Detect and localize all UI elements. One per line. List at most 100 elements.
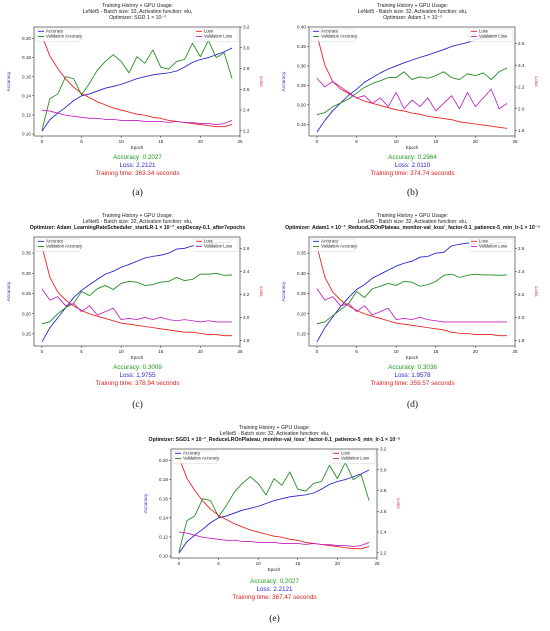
y-tick-label: 0.30 — [22, 271, 31, 276]
chart-title-line-3: Optimizer: Adam_LearningRateScheduler_st… — [29, 225, 246, 231]
x-tick-label: 10 — [394, 349, 400, 354]
chart-plot-d: 0 5 10 15 20 25 Epoch 0.15 0.20 0.25 0.30 0.35 Accur… — [281, 236, 539, 360]
y-axis-label: Accuracy — [281, 281, 287, 301]
panel-e: Training History + GPU Usage: LeNet5 - B… — [137, 422, 412, 631]
x-tick-label: 5 — [80, 139, 83, 144]
legend-label: Validation Loss — [479, 34, 507, 39]
accuracy-value: Accuracy: 0.2027 — [250, 578, 299, 585]
loss-value: Loss: 2.2121 — [256, 586, 293, 593]
series-line-validation-loss — [316, 77, 508, 112]
accuracy-value: Accuracy: 0.2027 — [113, 154, 162, 161]
y-tick-label: 0.30 — [297, 271, 306, 276]
caption-a: (a) — [132, 188, 143, 198]
accuracy-value: Accuracy: 0.3036 — [388, 364, 437, 371]
legend-label: Validation Loss — [479, 244, 507, 249]
chart-title-line-1: Training History + GPU Usage: — [101, 3, 174, 9]
chart-plot-c: 0 5 10 15 20 25 Epoch 0.15 0.20 0.25 0.30 0.35 Accur… — [6, 236, 264, 360]
y-tick-label: 0.25 — [22, 291, 31, 296]
y2-tick-label: 3.0 — [243, 45, 250, 50]
legend-label: Validation Loss — [341, 456, 369, 461]
series-line-validation-accuracy — [178, 461, 370, 553]
x-axis-label: Epoch — [406, 145, 419, 150]
series-line-loss — [41, 246, 233, 337]
plot-frame — [308, 26, 516, 137]
y-tick-label: 0.40 — [297, 25, 306, 30]
legend-label: Accuracy — [321, 239, 339, 244]
y2-tick-label: 2.6 — [518, 246, 525, 251]
x-tick-label: 25 — [512, 139, 518, 144]
y2-tick-label: 1.8 — [243, 338, 250, 343]
y-tick-label: 0.14 — [22, 93, 31, 98]
series-line-accuracy — [178, 469, 370, 554]
x-tick-label: 15 — [433, 139, 439, 144]
y2-tick-label: 2.0 — [518, 315, 525, 320]
chart-title-line-2: LeNet5 - Batch size: 32, Activation func… — [219, 431, 330, 437]
y2-tick-label: 1.8 — [518, 128, 525, 133]
x-tick-label: 5 — [80, 349, 83, 354]
legend-label: Loss — [204, 239, 213, 244]
x-tick-label: 20 — [473, 349, 479, 354]
y-tick-label: 0.15 — [297, 122, 306, 127]
y2-tick-label: 2.6 — [518, 41, 525, 46]
series-line-loss — [316, 34, 508, 129]
y-tick-label: 0.20 — [159, 458, 168, 463]
chart-title-line-3: Optimizer: SGD 1 × 10⁻³ — [109, 15, 166, 21]
x-tick-label: 20 — [335, 561, 341, 566]
y2-tick-label: 2.2 — [518, 292, 525, 297]
x-tick-label: 15 — [295, 561, 301, 566]
y2-tick-label: 2.0 — [243, 315, 250, 320]
y2-tick-label: 2.4 — [243, 108, 250, 113]
caption-e: (e) — [269, 614, 280, 624]
series-line-validation-accuracy — [316, 67, 508, 116]
series-line-validation-accuracy — [41, 39, 233, 131]
y2-tick-label: 2.2 — [518, 85, 525, 90]
chart-title-line-1: Training History + GPU Usage: — [238, 425, 311, 431]
chart-title-line-1: Training History + GPU Usage: — [376, 3, 449, 9]
plot-frame — [308, 236, 516, 347]
y2-tick-label: 2.4 — [243, 269, 250, 274]
chart-plot-b: 0 5 10 15 20 25 Epoch 0.15 0.20 0.25 0.30 0.35 0.40 A… — [281, 25, 539, 150]
y-axis-label: Accuracy — [143, 493, 149, 513]
legend-label: Validation Accuracy — [46, 34, 83, 39]
y-tick-label: 0.15 — [22, 331, 31, 336]
y2-tick-label: 2.0 — [518, 106, 525, 111]
chart-plot-e: 0 5 10 15 20 25 Epoch 0.10 0.12 0.14 0.16 0.18 0.20 A… — [143, 447, 401, 572]
x-tick-label: 20 — [198, 349, 204, 354]
y-tick-label: 0.20 — [297, 102, 306, 107]
x-tick-label: 15 — [158, 349, 164, 354]
x-tick-label: 5 — [355, 349, 358, 354]
y-axis-label: Accuracy — [6, 71, 12, 91]
legend-box — [468, 238, 514, 252]
y2-tick-label: 2.2 — [243, 292, 250, 297]
legend-label: Loss — [341, 451, 350, 456]
series-line-validation-loss — [178, 531, 370, 548]
panel-b: Training History + GPU Usage: LeNet5 - B… — [275, 0, 550, 205]
y2-tick-label: 2.6 — [380, 509, 387, 514]
caption-b: (b) — [406, 188, 419, 198]
chart-title-line-3: Optimizer: SGD1 × 10⁻³_ReduceLROnPlateau… — [148, 437, 401, 443]
chart-title-line-2: LeNet5 - Batch size: 32, Activation func… — [82, 219, 193, 225]
x-tick-label: 0 — [316, 349, 319, 354]
legend-box — [310, 28, 356, 42]
y-tick-label: 0.20 — [22, 36, 31, 41]
legend-label: Validation Loss — [204, 244, 232, 249]
series-line-validation-loss — [316, 288, 508, 323]
legend-box — [35, 238, 81, 252]
plot-frame — [33, 236, 241, 347]
legend-label: Accuracy — [321, 29, 339, 34]
legend-label: Validation Accuracy — [321, 244, 358, 249]
accuracy-value: Accuracy: 0.3009 — [113, 364, 162, 371]
legend-box — [193, 238, 239, 252]
y2-tick-label: 3.2 — [243, 25, 250, 30]
chart-title-line-3: Optimizer: Adam1 × 10⁻³_ReduceLROnPlatea… — [285, 225, 540, 231]
training-time: Training time: 359.57 seconds — [370, 380, 455, 387]
legend-label: Validation Loss — [204, 34, 232, 39]
legend-box — [193, 28, 239, 42]
panel-a: Training History + GPU Usage: LeNet5 - B… — [0, 0, 275, 205]
y2-tick-label: 1.8 — [518, 338, 525, 343]
y2-tick-label: 2.6 — [243, 87, 250, 92]
y-tick-label: 0.10 — [159, 554, 168, 559]
legend-label: Loss — [479, 239, 488, 244]
y-tick-label: 0.25 — [297, 83, 306, 88]
x-tick-label: 15 — [433, 349, 439, 354]
